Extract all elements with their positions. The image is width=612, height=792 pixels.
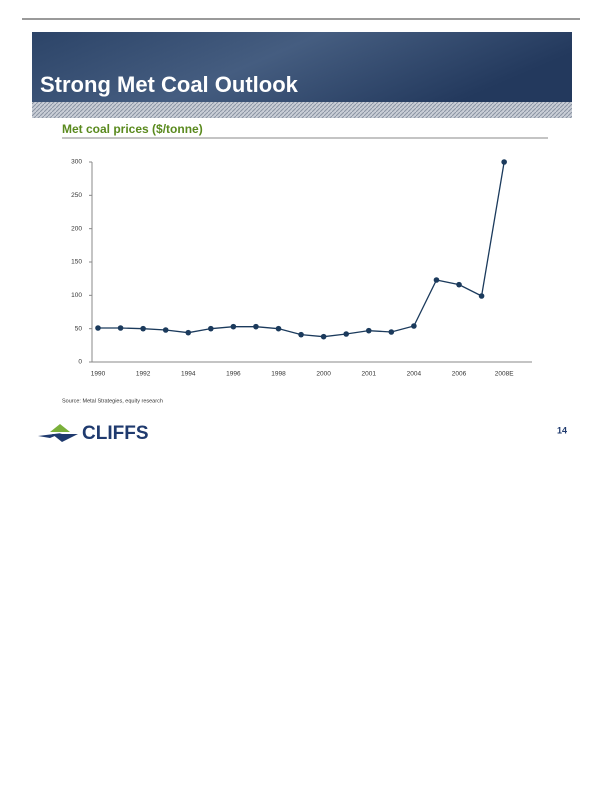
logo-text: CLIFFS (82, 423, 149, 444)
price-point (433, 277, 440, 283)
x-tick-label: 2006 (452, 371, 467, 378)
x-tick-label: 1990 (91, 371, 106, 378)
price-point (478, 293, 485, 299)
chart: 0 50 100 150 200 250 300 1990 1992 1994 1996 1998 20… (71, 159, 532, 378)
chart-title: Met coal prices ($/tonne) (62, 122, 203, 136)
price-point (253, 323, 259, 330)
price-point (95, 325, 101, 331)
y-tick-label: 100 (71, 292, 82, 299)
logo-peak (50, 424, 70, 432)
y-tick-label: 250 (71, 192, 82, 199)
price-point (411, 323, 417, 329)
price-point (208, 325, 214, 332)
x-tick-label: 2001 (362, 371, 377, 378)
y-tick-label: 300 (71, 159, 82, 166)
price-point (388, 329, 395, 335)
page-number: 14 (557, 425, 567, 435)
x-tick-label: 2004 (407, 371, 422, 378)
price-point (162, 327, 169, 333)
price-point (365, 327, 372, 334)
price-point (501, 159, 507, 165)
price-point (343, 331, 350, 337)
x-tick-label: 1992 (136, 371, 151, 378)
logo-base (52, 434, 78, 442)
source-note: Source: Metal Strategies, equity researc… (62, 398, 163, 404)
x-tick-label: 1998 (271, 371, 286, 378)
x-tick-label: 2008E (495, 371, 514, 378)
price-point (275, 325, 282, 332)
price-point (456, 281, 462, 288)
price-point (117, 325, 124, 331)
x-tick-label: 1994 (181, 371, 196, 378)
price-point (320, 333, 327, 340)
x-tick-label: 2000 (316, 371, 331, 378)
banner (32, 32, 572, 102)
price-point (298, 331, 304, 338)
y-tick-label: 200 (71, 225, 82, 232)
y-tick-label: 0 (78, 359, 82, 366)
x-tick-label: 1996 (226, 371, 241, 378)
y-tick-label: 150 (71, 259, 82, 266)
logo: CLIFFS (38, 423, 149, 444)
price-point (230, 323, 237, 330)
price-point (185, 329, 192, 336)
banner-strip (32, 102, 572, 118)
price-line (98, 161, 505, 338)
y-tick-label: 50 (75, 325, 83, 332)
price-point (140, 325, 146, 332)
slide-title: Strong Met Coal Outlook (40, 72, 299, 97)
